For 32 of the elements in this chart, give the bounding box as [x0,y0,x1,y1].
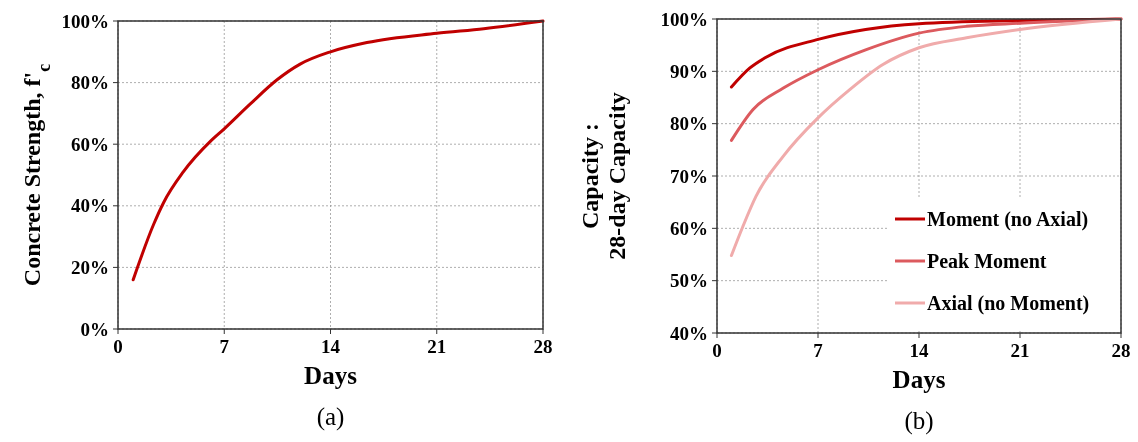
y-tick-label: 60% [71,133,109,155]
text: (a) [316,403,345,431]
x-tick-label: 28 [1111,340,1131,361]
x-tick-label: 14 [321,336,341,357]
x-tick-label: 0 [712,340,722,361]
y-tick-label: 40% [670,322,708,344]
text: (b) [904,407,934,435]
y-axis-title: Capacity : 28-day Capacity [577,92,630,260]
line-series [131,19,545,282]
y-tick-label: 80% [71,72,109,94]
y-tick-label: 90% [670,60,708,82]
x-tick-label: 7 [219,336,230,357]
x-tick-label: 0 [113,336,123,357]
x-tick-label: 21 [1010,340,1030,361]
legend-label: Axial (no Moment) [927,292,1090,315]
legend-label: Peak Moment [927,250,1047,272]
x-axis-title: Days [304,362,358,389]
y-tick-label: 60% [670,217,708,239]
y-tick-label: 100% [660,8,708,30]
y-tick-label: 50% [670,270,708,292]
y-tick-label: 100% [61,10,109,32]
y-tick-label: 70% [670,165,708,187]
x-tick-label: 28 [533,336,553,357]
y-tick-label: 40% [71,195,109,217]
y-tick-label: 0% [80,318,109,340]
legend-label: Moment (no Axial) [927,208,1089,231]
x-tick-label: 14 [909,340,929,361]
y-tick-label: 20% [71,257,109,279]
x-axis-title: Days [892,366,946,393]
x-tick-label: 21 [427,336,447,357]
y-tick-label: 80% [670,113,708,135]
x-tick-label: 7 [813,340,824,361]
